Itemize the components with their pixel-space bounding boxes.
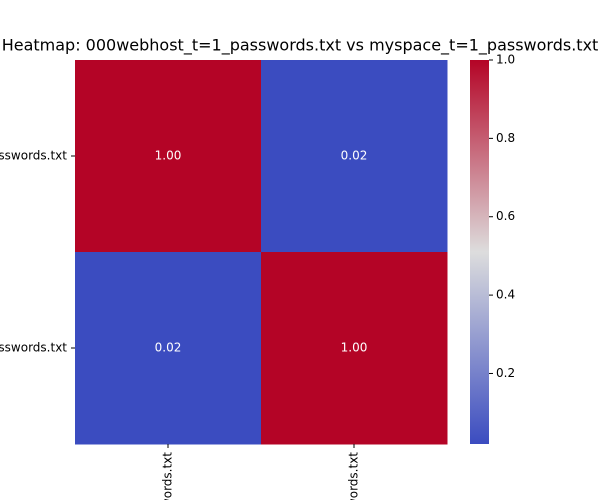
heatmap-cell [75,60,262,253]
x-tick-label: myspace_t=1_passwords.txt [347,452,361,500]
cell-label: 0.02 [155,341,182,355]
colorbar-tick-label: 0.6 [496,209,515,223]
y-tick-label: myspace_t=1_passwords.txt [0,341,67,355]
cell-label: 1.00 [155,149,182,163]
heatmap-cell [75,252,262,445]
heatmap-cell [261,60,448,253]
y-tick-label: 000webhost_t=1_passwords.txt [0,149,67,163]
colorbar-tick-label: 0.4 [496,288,515,302]
colorbar-tick-label: 1.0 [496,53,515,67]
cell-label: 0.02 [341,149,368,163]
x-tick-label: 000webhost_t=1_passwords.txt [161,452,175,500]
colorbar-tick-label: 0.8 [496,131,515,145]
colorbar-tick-label: 0.2 [496,366,515,380]
chart-title: Heatmap: 000webhost_t=1_passwords.txt vs… [2,36,599,56]
heatmap-cell [261,252,448,445]
colorbar [470,60,489,444]
cell-label: 1.00 [341,341,368,355]
